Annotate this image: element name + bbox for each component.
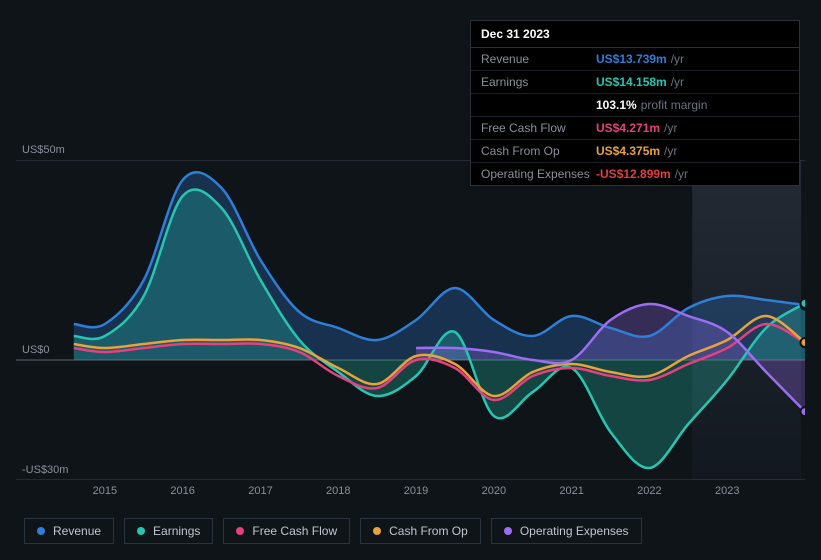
tooltip-row-value-wrap: US$14.158m/yr (596, 75, 684, 89)
legend-label: Cash From Op (389, 524, 468, 538)
legend-swatch (373, 527, 381, 535)
tooltip-row-unit: profit margin (641, 98, 708, 112)
tooltip-row-label: Revenue (481, 52, 596, 66)
tooltip-row-value-wrap: US$4.271m/yr (596, 121, 677, 135)
x-axis-label: 2022 (637, 485, 661, 497)
legend-item-earnings[interactable]: Earnings (124, 518, 213, 544)
tooltip-row-label: Cash From Op (481, 144, 596, 158)
tooltip-row-value: US$4.271m (596, 121, 660, 135)
tooltip-row-value: -US$12.899m (596, 167, 671, 181)
legend-label: Free Cash Flow (252, 524, 337, 538)
marker-operating_expenses (801, 407, 806, 416)
tooltip-row-label (481, 98, 596, 112)
x-axis-label: 2017 (248, 485, 272, 497)
x-axis-label: 2016 (170, 485, 194, 497)
legend-swatch (37, 527, 45, 535)
tooltip-row-label: Earnings (481, 75, 596, 89)
tooltip-row: Cash From OpUS$4.375m/yr (471, 140, 799, 163)
legend-item-free-cash-flow[interactable]: Free Cash Flow (223, 518, 350, 544)
tooltip-row: RevenueUS$13.739m/yr (471, 48, 799, 71)
legend-item-revenue[interactable]: Revenue (24, 518, 114, 544)
legend-swatch (504, 527, 512, 535)
tooltip-row-value-wrap: -US$12.899m/yr (596, 167, 688, 181)
x-axis-label: 2018 (326, 485, 350, 497)
y-axis-label: US$50m (22, 144, 65, 156)
x-axis-label: 2020 (482, 485, 506, 497)
tooltip-rows: RevenueUS$13.739m/yrEarningsUS$14.158m/y… (471, 48, 799, 185)
x-axis-label: 2015 (93, 485, 117, 497)
tooltip-row: Free Cash FlowUS$4.271m/yr (471, 117, 799, 140)
y-axis-label: -US$30m (22, 464, 68, 476)
tooltip-row-unit: /yr (675, 167, 688, 181)
y-axis-label: US$0 (22, 344, 50, 356)
tooltip-row: Operating Expenses-US$12.899m/yr (471, 163, 799, 185)
tooltip-row-value: US$4.375m (596, 144, 660, 158)
legend: Revenue Earnings Free Cash Flow Cash From O… (24, 518, 642, 544)
legend-swatch (137, 527, 145, 535)
tooltip-box: Dec 31 2023 RevenueUS$13.739m/yrEarnings… (470, 20, 800, 186)
tooltip-row: EarningsUS$14.158m/yr (471, 71, 799, 94)
legend-item-operating-expenses[interactable]: Operating Expenses (491, 518, 642, 544)
tooltip-row-label: Operating Expenses (481, 167, 596, 181)
x-axis-labels: 2015 2016 2017 2018 2019 2020 2021 2022 2023 (16, 485, 805, 505)
x-axis-label: 2019 (404, 485, 428, 497)
legend-label: Operating Expenses (520, 524, 629, 538)
legend-label: Earnings (153, 524, 200, 538)
tooltip-row-unit: /yr (664, 144, 677, 158)
legend-item-cash-from-op[interactable]: Cash From Op (360, 518, 481, 544)
x-axis-label: 2023 (715, 485, 739, 497)
tooltip-row-label: Free Cash Flow (481, 121, 596, 135)
tooltip-row-unit: /yr (671, 52, 684, 66)
tooltip-row-value: US$13.739m (596, 52, 667, 66)
tooltip-row: 103.1% profit margin (471, 94, 799, 117)
tooltip-row-value-wrap: 103.1% profit margin (596, 98, 707, 112)
marker-earnings (801, 299, 806, 308)
legend-label: Revenue (53, 524, 101, 538)
marker-cash_from_op (801, 338, 806, 347)
chart-area[interactable]: US$50mUS$0-US$30m (16, 160, 805, 500)
legend-swatch (236, 527, 244, 535)
tooltip-row-value-wrap: US$4.375m/yr (596, 144, 677, 158)
tooltip-row-unit: /yr (671, 75, 684, 89)
tooltip-row-value-wrap: US$13.739m/yr (596, 52, 684, 66)
chart-svg (16, 160, 805, 480)
tooltip-row-unit: /yr (664, 121, 677, 135)
tooltip-row-value: US$14.158m (596, 75, 667, 89)
tooltip-date: Dec 31 2023 (471, 21, 799, 48)
x-axis-label: 2021 (559, 485, 583, 497)
tooltip-row-value: 103.1% (596, 98, 637, 112)
